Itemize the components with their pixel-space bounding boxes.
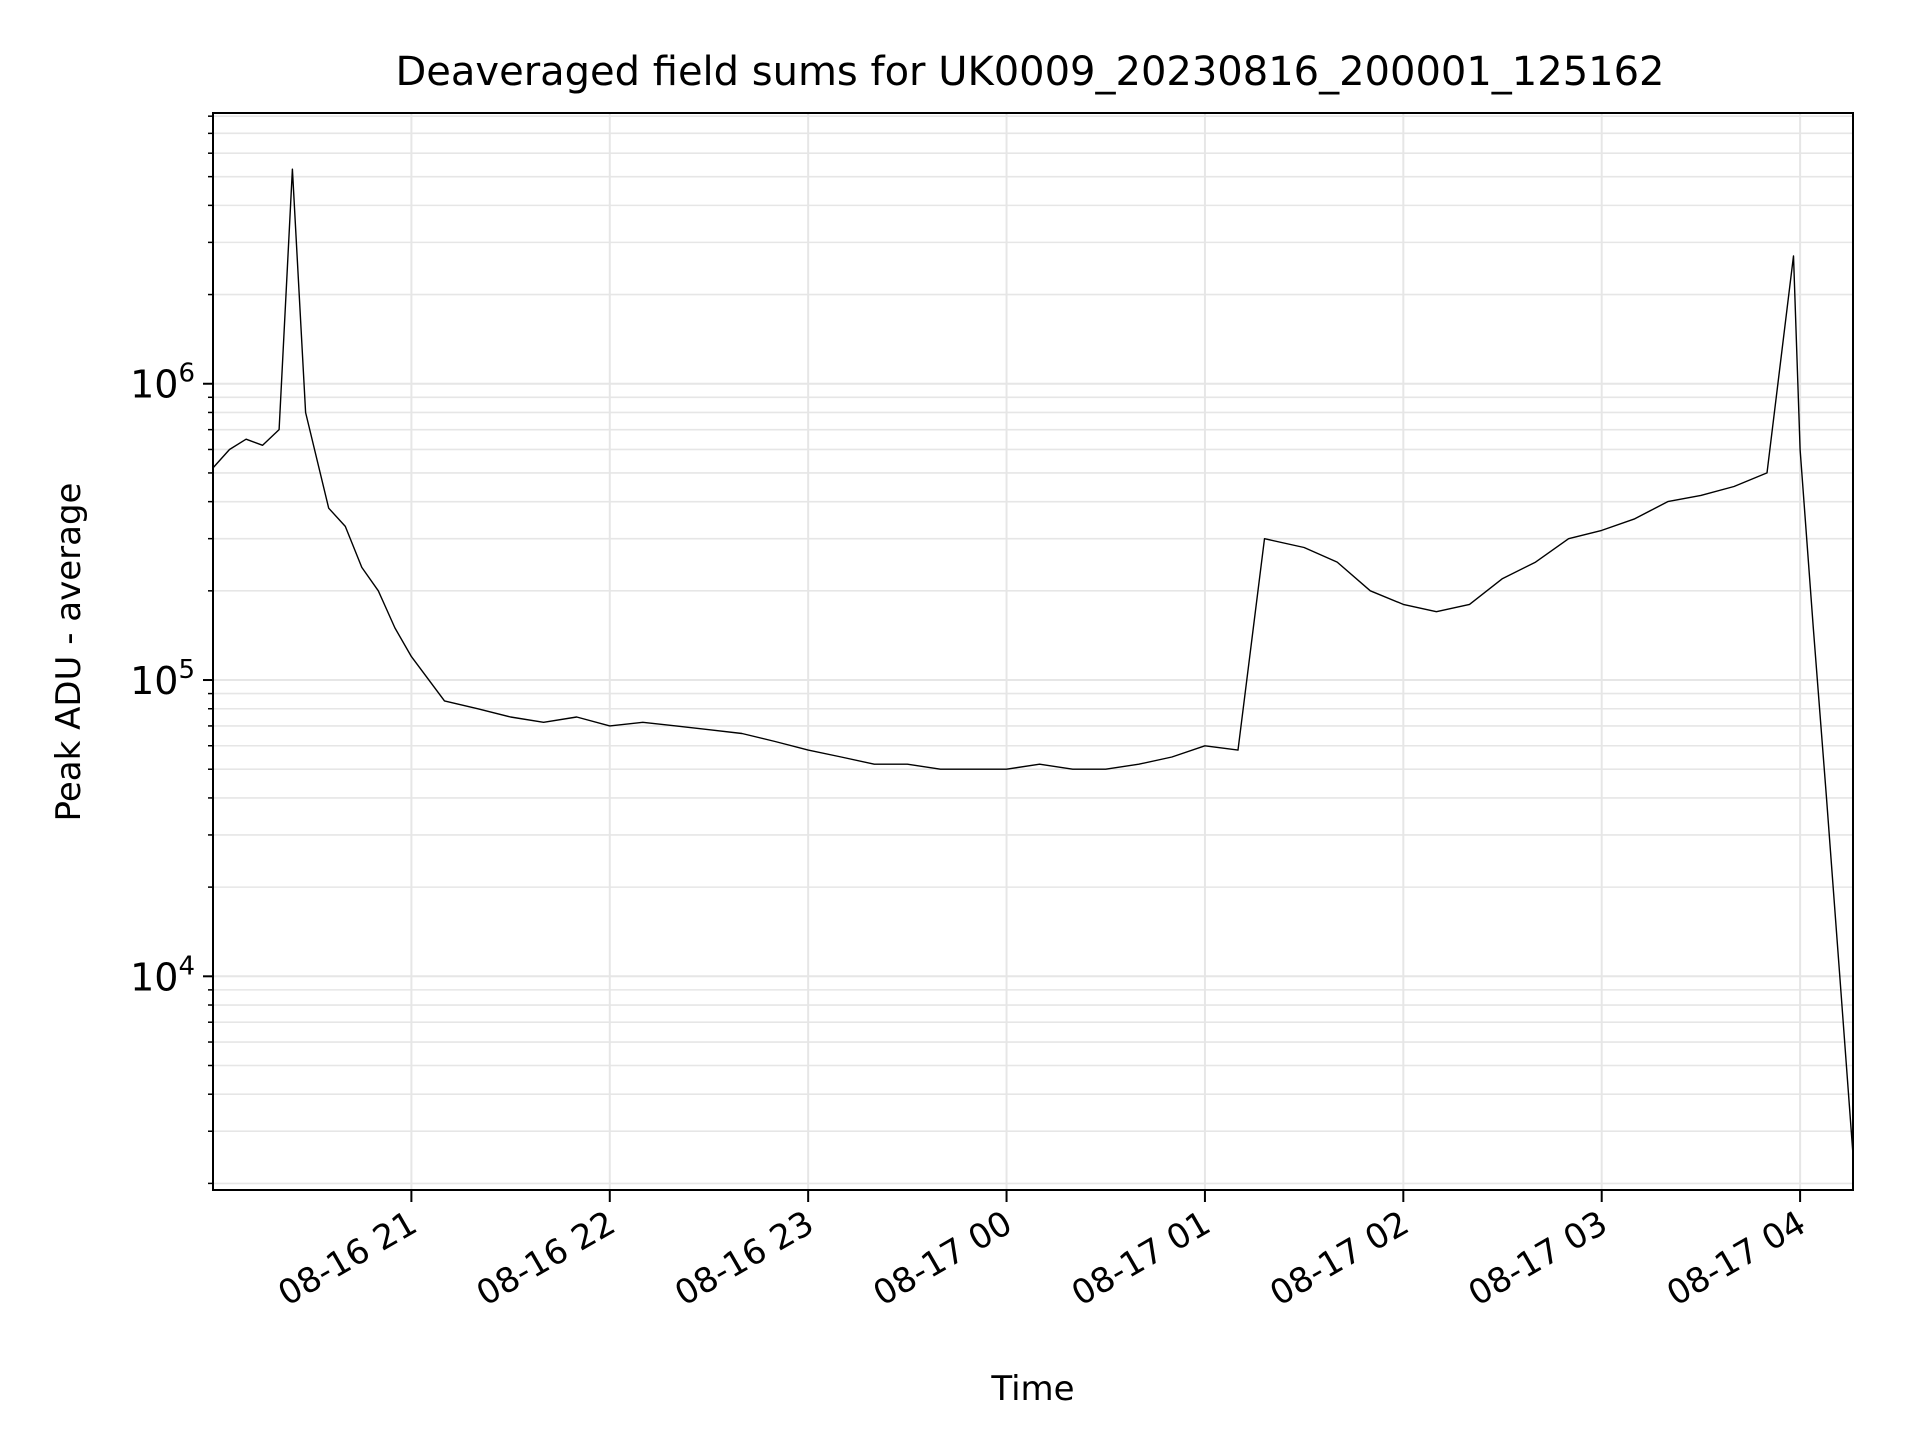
y-tick-label: 105: [130, 655, 195, 703]
y-tick-exponent: 5: [178, 655, 195, 685]
y-tick-label: 106: [130, 359, 195, 407]
y-tick-exponent: 6: [178, 359, 195, 389]
y-tick-base: 10: [130, 363, 178, 407]
y-tick-base: 10: [130, 955, 178, 999]
plot-area: [212, 168, 1854, 1155]
series-line: [212, 168, 1854, 1155]
y-tick-exponent: 4: [178, 951, 195, 981]
chart-title: Deaveraged field sums for UK0009_2023081…: [395, 49, 1664, 95]
grid-lines: [213, 113, 1853, 1190]
y-tick-base: 10: [130, 659, 178, 703]
y-tick-label: 104: [130, 951, 195, 999]
x-axis-label: Time: [990, 1369, 1074, 1409]
axes-frame: [212, 112, 1854, 1191]
y-axis-label: Peak ADU - average: [49, 483, 89, 822]
